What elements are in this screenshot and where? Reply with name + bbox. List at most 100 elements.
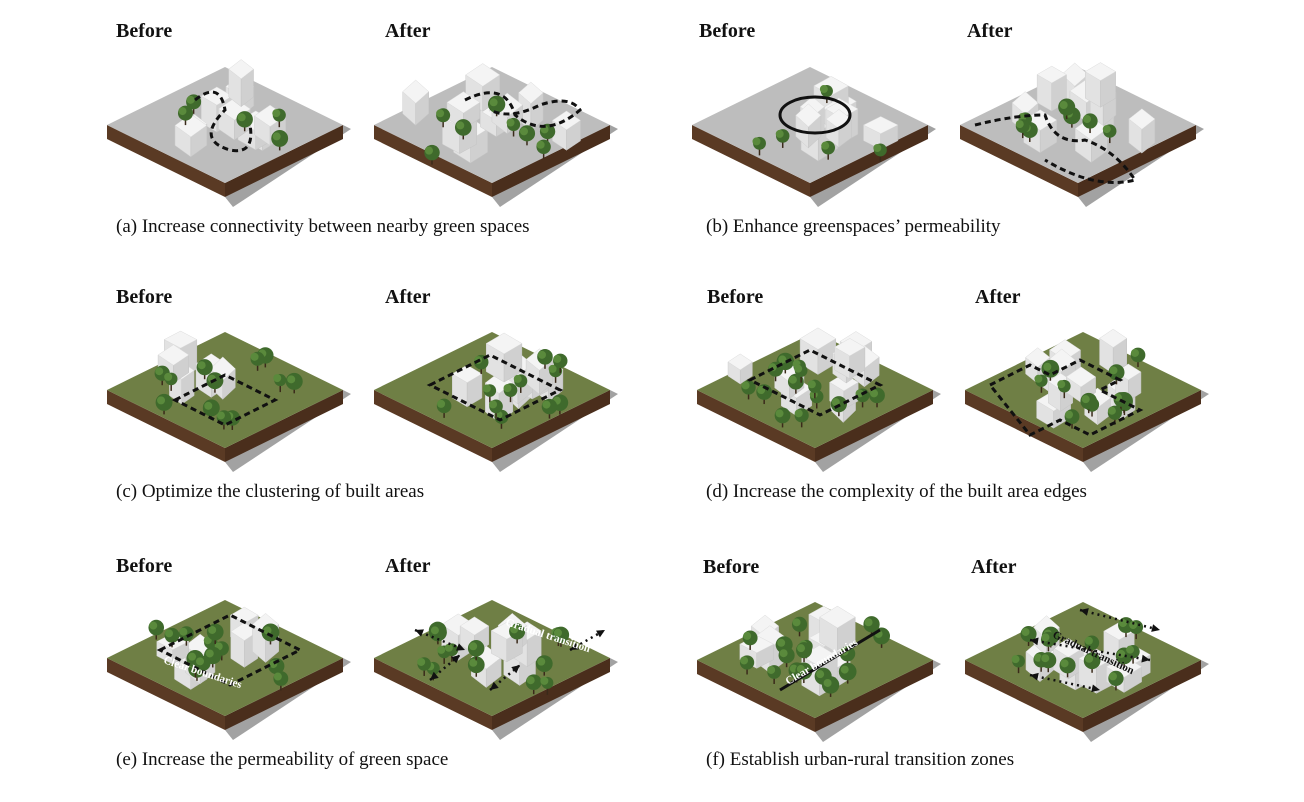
tree-icon [188,652,197,661]
arrowhead [415,629,424,637]
tree-icon [506,118,515,127]
tree-icon [1130,348,1139,357]
before-label: Before [703,556,760,578]
building-roof [862,116,899,134]
ground-tile [107,330,351,472]
tree-icon [417,657,426,666]
boundary-line [779,628,881,692]
tree-icon [489,98,498,107]
arrowhead [1091,684,1100,693]
soil-side [1078,125,1196,197]
tree-icon [794,364,803,373]
soil-side [225,658,343,730]
tree-icon [777,638,786,647]
boundary-line [171,373,279,427]
tree-icon [1126,645,1135,654]
tree-icon [430,626,439,635]
tree-icon [178,107,187,116]
arrowhead [1080,608,1089,616]
caption-a: (a) Increase connectivity between nearby… [116,216,530,237]
tree-icon [816,670,825,679]
tree-icon [741,381,750,390]
boundary-line [778,95,852,135]
soil-side [965,660,1083,732]
building-roof [402,79,430,104]
soil-side [374,390,492,462]
arrowhead [511,665,520,674]
tree-icon [540,676,549,685]
tree-icon [272,109,281,118]
tree-icon [1057,380,1066,389]
tree-icon [1043,362,1052,371]
tree-icon [1118,619,1127,628]
building-roof [551,110,581,131]
tree-icon [1083,115,1092,124]
before-label: Before [116,555,173,577]
building-roof [1084,62,1117,81]
tree-icon [840,665,849,674]
tree-icon [536,140,545,149]
ground-tile [107,59,351,207]
soil-side [697,660,815,732]
tree-icon [743,631,752,640]
building-roof [1052,638,1084,658]
building-roof [834,338,866,357]
tree-icon [778,355,787,364]
soil-side [107,658,225,730]
building-roof [459,616,490,636]
building-roof [446,91,481,114]
ground-tile [374,63,618,207]
tree-icon [807,380,816,389]
tree-icon [788,375,797,384]
soil-side [492,658,610,730]
building-roof [1065,366,1097,388]
ground-surface [960,67,1196,183]
tree-icon [250,352,259,361]
tree-icon [1034,653,1043,662]
before-label: Before [699,20,756,42]
arrowhead [490,681,499,690]
tree-icon [482,384,491,393]
arrowhead [430,671,439,680]
arrowhead [451,655,460,664]
ground-tile [965,328,1209,472]
building-roof [229,606,259,624]
tree-icon [272,132,281,141]
tree-icon [819,85,828,94]
tree-icon [796,665,805,674]
ground-tile [374,332,618,472]
tree-icon [155,367,164,376]
tree-icon [469,658,478,667]
tree-icon [870,389,879,398]
tree-icon [1108,672,1117,681]
soil-side [692,125,810,197]
after-label: After [971,556,1017,578]
building-roof [518,81,544,104]
tree-icon [1015,120,1024,129]
tree-icon [1081,395,1090,404]
soil-side [960,125,1078,197]
tree-icon [165,629,174,638]
tree-icon [510,625,519,634]
tree-icon [513,374,522,383]
building-roof [157,344,190,366]
tree-icon [197,361,206,370]
tree-icon [437,399,446,408]
soil-side [374,125,492,197]
tree-icon [1041,654,1050,663]
tree-icon [1084,636,1093,645]
tree-icon [1011,655,1020,664]
tree-icon [437,645,446,654]
tree-icon [287,375,296,384]
tree-icon [469,642,478,651]
soil-side [965,390,1083,462]
tree-icon [864,618,873,627]
tree-icon [273,374,282,383]
caption-b: (b) Enhance greenspaces’ permeability [706,216,1001,237]
tree-icon [775,409,784,418]
tree-icon [1129,621,1138,630]
arrowhead [1141,654,1150,663]
tree-icon [1060,659,1069,668]
tree-icon [519,127,528,136]
soil-side [1083,660,1201,732]
